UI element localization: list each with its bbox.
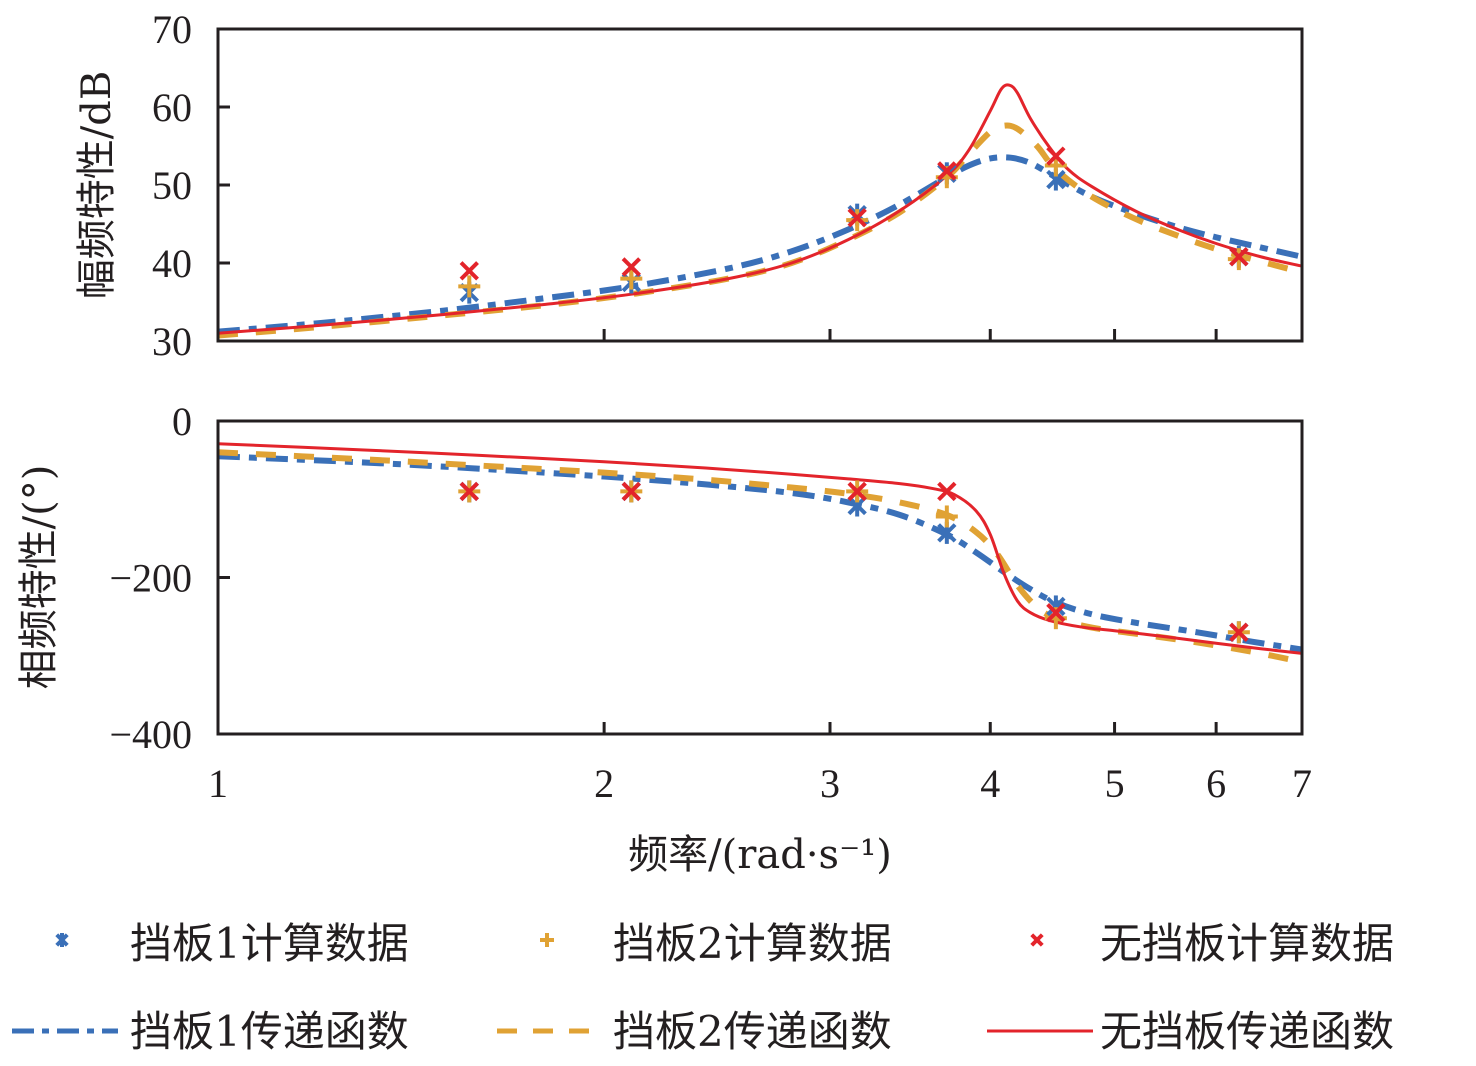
legend-item: 挡板2传递函数 [497,1007,892,1056]
magnitude-point-plus [458,275,481,298]
x-tick-label: 1 [208,761,228,806]
magnitude-point-x [459,261,479,281]
legend-label: 挡板2传递函数 [613,1007,892,1056]
legend-item: 无挡板计算数据 [1030,919,1394,968]
magnitude-plot: 30 40 50 60 70 幅频特性/dB [74,7,1304,364]
phase-y-tick-label: −400 [109,712,192,757]
phase-point-x [847,481,867,502]
x-tick-label: 3 [820,761,840,806]
x-axis-title: 频率/(rad·s⁻¹) [628,832,892,878]
x-tick-label: 4 [980,761,1000,806]
x-tick-label: 2 [594,761,614,806]
magnitude-line-3 [218,83,1302,335]
magnitude-y-ticks: 30 40 50 60 70 [152,7,230,364]
phase-line-3 [218,442,1302,655]
magnitude-series [218,83,1302,339]
phase-line-1 [218,453,1302,653]
phase-y-axis-title: 相频特性/(°) [16,465,62,690]
x-tick-label: 7 [1292,761,1312,806]
phase-point-x [621,481,641,502]
magnitude-point-plus [620,267,643,290]
magnitude-y-tick-label: 60 [152,85,192,130]
magnitude-y-tick-label: 40 [152,241,192,286]
phase-y-tick-label: 0 [172,399,192,444]
legend-item: 无挡板传递函数 [987,1007,1394,1056]
magnitude-line-1 [218,154,1302,335]
legend-item: 挡板1计算数据 [55,919,409,968]
legend-marker-plus [540,933,554,947]
x-tick-labels: 1 2 3 4 5 6 7 [208,761,1312,806]
phase-point-x [937,481,957,502]
legend-label: 无挡板计算数据 [1100,919,1394,968]
legend-label: 挡板1计算数据 [130,919,409,968]
legend-marker-x [1030,933,1044,947]
legend-label: 挡板2计算数据 [613,919,892,968]
phase-y-tick-label: −200 [109,556,192,601]
magnitude-y-tick-label: 70 [152,7,192,52]
phase-x-ticks [602,722,1218,734]
phase-line-2 [218,449,1302,665]
phase-point-x [459,481,479,502]
phase-point-x [1046,603,1066,623]
phase-plot-frame [216,419,1304,736]
legend-label: 无挡板传递函数 [1100,1007,1394,1056]
magnitude-y-tick-label: 50 [152,163,192,208]
legend-marker-asterisk [55,933,69,947]
legend-label: 挡板1传递函数 [130,1007,409,1056]
phase-series [218,442,1302,665]
magnitude-point-x [1229,247,1249,267]
phase-point-plus [935,505,958,528]
legend-item: 挡板2计算数据 [540,919,892,968]
magnitude-point-x [937,161,957,181]
magnitude-y-tick-label: 30 [152,319,192,364]
x-tick-label: 6 [1206,761,1226,806]
magnitude-y-axis-title: 幅频特性/dB [74,71,120,299]
magnitude-x-ticks [602,329,1218,341]
magnitude-line-2 [218,122,1302,339]
magnitude-plot-frame [216,27,1304,343]
magnitude-point-x [621,257,641,277]
magnitude-point-x [1046,146,1066,166]
phase-plot: 0 −200 −400 相频特性/(°) [16,399,1304,757]
x-tick-label: 5 [1105,761,1125,806]
phase-point-x [1229,622,1249,642]
phase-y-ticks: 0 −200 −400 [109,399,230,757]
magnitude-point-x [847,208,867,228]
legend-item: 挡板1传递函数 [12,1007,409,1056]
